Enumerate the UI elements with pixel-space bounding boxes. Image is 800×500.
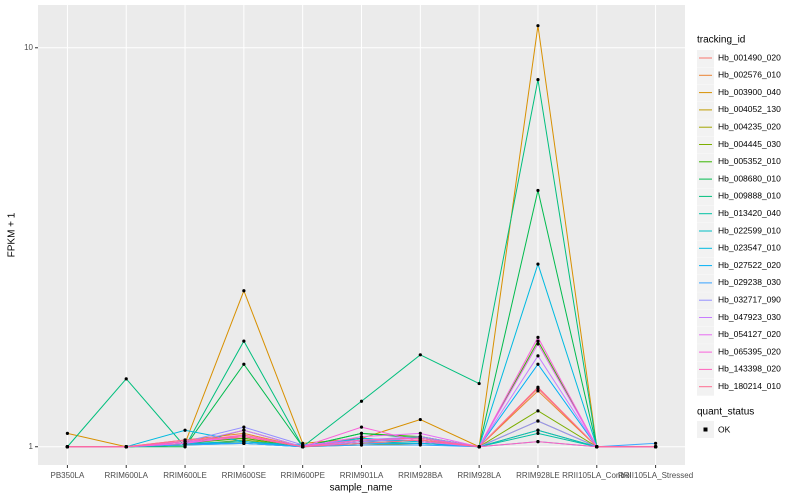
point [242, 441, 246, 445]
point [242, 435, 246, 439]
point [418, 443, 422, 447]
legend-label: Hb_009888_010 [718, 191, 781, 201]
legend-label: Hb_027522_020 [718, 260, 781, 270]
legend-label: Hb_005352_010 [718, 156, 781, 166]
point [124, 445, 128, 449]
point [536, 409, 540, 413]
point [359, 431, 364, 436]
legend-label: Hb_001490_020 [718, 52, 781, 62]
point [301, 445, 305, 449]
point [536, 188, 540, 193]
legend-label: Hb_004052_130 [718, 104, 781, 114]
point [183, 428, 187, 432]
point [536, 419, 540, 423]
legend-label: Hb_003900_040 [718, 87, 781, 97]
legend-label: Hb_047923_030 [718, 312, 781, 322]
point [595, 445, 599, 449]
legend-label: Hb_013420_040 [718, 208, 781, 218]
x-tick-label: RRIM600LE [163, 471, 207, 480]
point [242, 425, 246, 429]
point [536, 354, 540, 358]
y-tick-label: 10 [24, 43, 33, 52]
x-tick-label: RRII105LA_Stressed [618, 471, 693, 480]
legend-label: Hb_032717_090 [718, 294, 781, 304]
legend-label: Hb_022599_010 [718, 225, 781, 235]
point [653, 445, 658, 449]
point [536, 339, 540, 343]
point [418, 431, 422, 436]
x-tick-label: RRIM928LE [516, 471, 560, 480]
x-tick-label: RRIM600LA [104, 471, 148, 480]
point [359, 425, 364, 429]
legend-title: tracking_id [697, 35, 745, 46]
point [124, 377, 128, 381]
y-tick-label: 1 [29, 442, 34, 451]
legend-swatch [703, 427, 708, 432]
point [536, 262, 540, 266]
legend-label: Hb_029238_030 [718, 277, 781, 287]
point [242, 362, 246, 366]
x-axis-title: sample_name [330, 483, 393, 494]
point [359, 399, 364, 403]
legend-label: Hb_008680_010 [718, 173, 781, 183]
point [536, 24, 540, 28]
point [242, 428, 246, 432]
point [242, 339, 246, 343]
x-tick-label: PB350LA [51, 471, 85, 480]
legend-label: Hb_054127_020 [718, 329, 781, 339]
x-tick-label: RRIM600SE [222, 471, 266, 480]
point [418, 353, 422, 357]
point [536, 428, 540, 432]
point [536, 385, 540, 389]
legend-label: Hb_180214_010 [718, 381, 781, 391]
x-tick-label: RRIM928LA [457, 471, 501, 480]
point [536, 362, 540, 366]
legend-label: Hb_004235_020 [718, 121, 781, 131]
point [65, 445, 70, 449]
point [536, 342, 540, 346]
y-axis-title: FPKM + 1 [7, 212, 18, 257]
point [183, 438, 187, 442]
x-tick-label: RRIM901LA [340, 471, 384, 480]
x-tick-label: RRIM600PE [280, 471, 324, 480]
point [536, 440, 540, 444]
legend-label: OK [718, 424, 731, 434]
legend-label: Hb_065395_020 [718, 346, 781, 356]
point [536, 335, 540, 339]
point [477, 445, 481, 449]
legend-label: Hb_143398_020 [718, 364, 781, 374]
point [536, 78, 540, 82]
point [359, 438, 364, 442]
point [359, 441, 364, 445]
legend-label: Hb_023547_010 [718, 243, 781, 253]
point [418, 438, 422, 442]
point [65, 431, 70, 436]
point [242, 289, 246, 293]
point [653, 441, 658, 445]
x-tick-label: RRIM928BA [398, 471, 443, 480]
point [536, 389, 540, 393]
point-legend-title: quant_status [697, 407, 754, 418]
point [359, 435, 364, 439]
point [536, 431, 540, 436]
point [418, 417, 422, 422]
point [477, 381, 481, 386]
x-tick-label: RRII105LA_Control [562, 471, 632, 480]
legend-label: Hb_002576_010 [718, 70, 781, 80]
legend-label: Hb_004445_030 [718, 139, 781, 149]
